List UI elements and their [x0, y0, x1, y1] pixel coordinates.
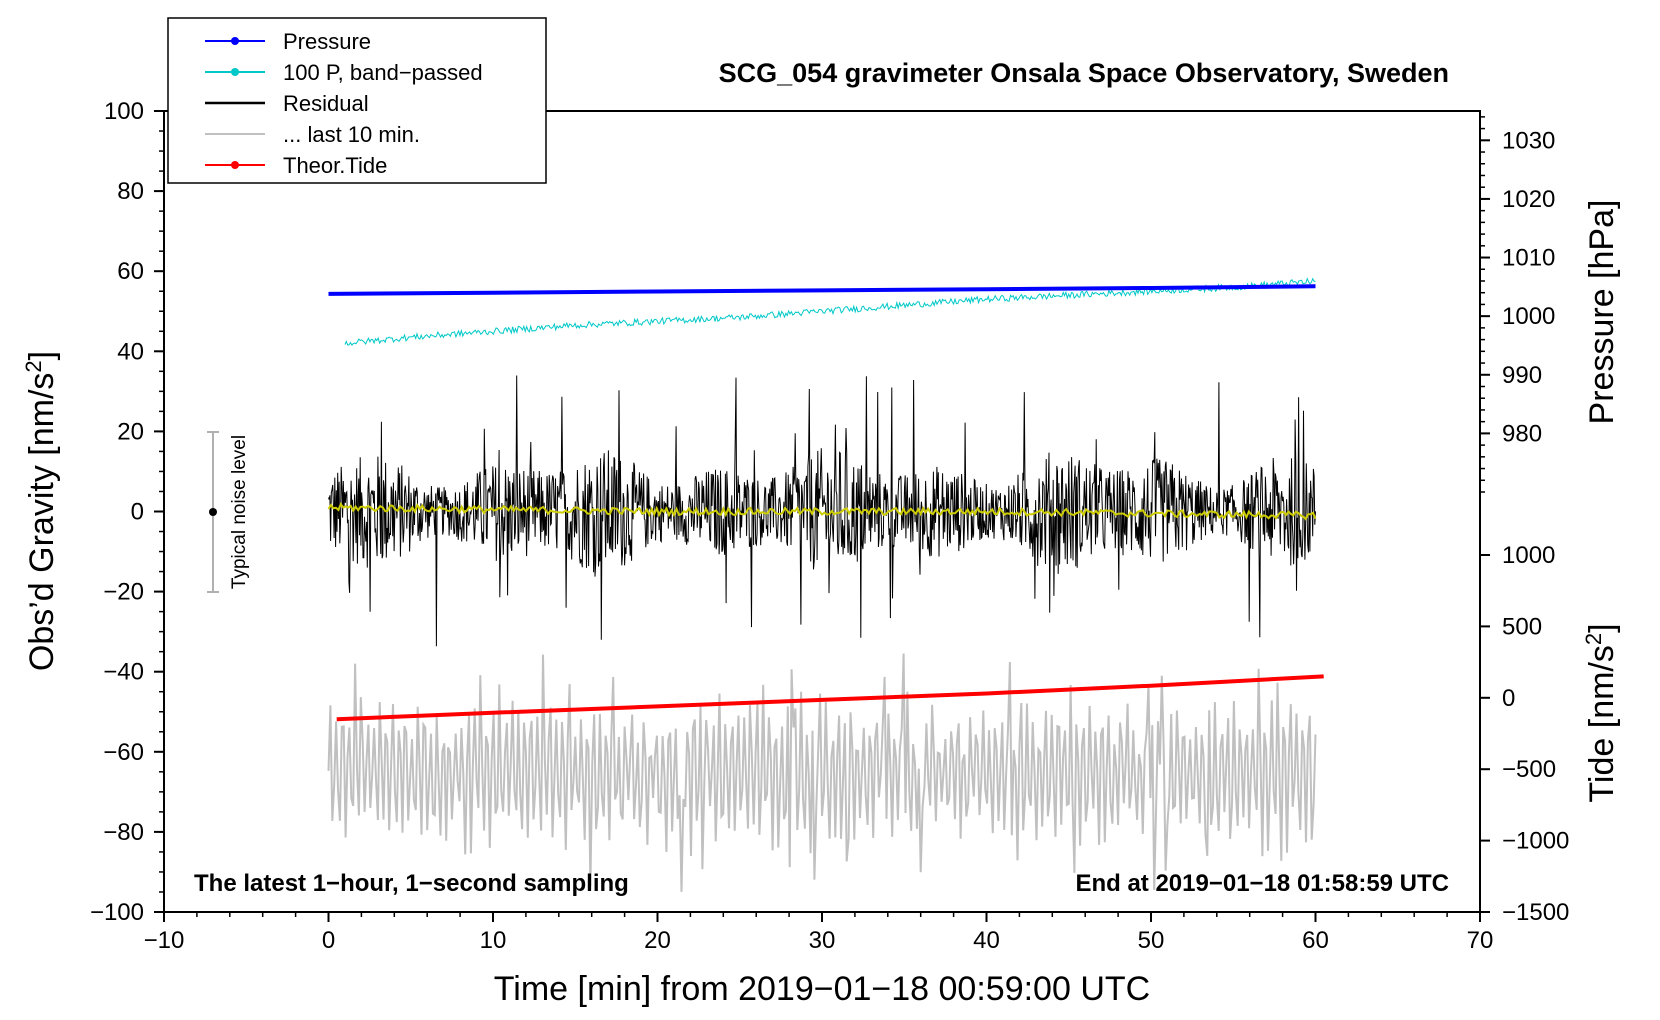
pressure-tick-label: 1020 — [1502, 186, 1555, 213]
y-axis-title-tide-close: ] — [1583, 623, 1621, 632]
legend-marker — [231, 161, 239, 169]
tide-tick-label: −500 — [1502, 756, 1556, 783]
x-tick-label: 60 — [1302, 927, 1329, 954]
legend: Pressure 100 P, band−passed Residual ... la… — [168, 18, 546, 183]
pressure-tick-label: 980 — [1502, 420, 1542, 447]
x-tick-label: 0 — [322, 927, 335, 954]
pressure-tick-label: 990 — [1502, 362, 1542, 389]
x-tick-label: 70 — [1467, 927, 1494, 954]
y-tick-label: −20 — [103, 579, 144, 606]
y-tick-label: 20 — [117, 418, 144, 445]
y-tick-label: 100 — [104, 98, 144, 125]
y-axis-title-pressure: Pressure [hPa] — [1583, 200, 1621, 425]
gravimeter-chart: −10 0 10 20 30 40 50 60 70100806040200−20−40−60−… — [0, 0, 1660, 1020]
note-end-time: End at 2019−01−18 01:58:59 UTC — [1075, 870, 1449, 897]
noise-center-dot — [209, 508, 217, 516]
legend-label: ... last 10 min. — [283, 122, 420, 147]
y-tick-label: 40 — [117, 338, 144, 365]
tide-tick-label: 0 — [1502, 685, 1515, 712]
note-sampling: The latest 1−hour, 1−second sampling — [194, 870, 629, 897]
legend-label: Theor.Tide — [283, 153, 387, 178]
y-tick-label: 0 — [131, 499, 144, 526]
y-axis-title-left: Obs’d Gravity [nm/s2] — [21, 351, 61, 671]
y-axis-title-tide-sup: 2 — [1581, 633, 1606, 645]
legend-label: Residual — [283, 91, 369, 116]
x-tick-label: −10 — [144, 927, 185, 954]
legend-marker — [231, 68, 239, 76]
y-tick-label: 60 — [117, 258, 144, 285]
x-tick-label: 40 — [973, 927, 1000, 954]
tide-tick-label: 1000 — [1502, 542, 1555, 569]
noise-level-indicator: Typical noise level — [207, 432, 250, 592]
y-tick-label: 80 — [117, 178, 144, 205]
tide-tick-label: 500 — [1502, 613, 1542, 640]
tide-tick-label: −1000 — [1502, 828, 1569, 855]
legend-label: 100 P, band−passed — [283, 60, 483, 85]
x-axis-title: Time [min] from 2019−01−18 00:59:00 UTC — [494, 970, 1150, 1008]
y-axis-title-tide-main: Tide [nm/s — [1583, 645, 1621, 802]
x-tick-label: 20 — [644, 927, 671, 954]
tide-tick-label: −1500 — [1502, 899, 1569, 926]
pressure-tick-label: 1010 — [1502, 245, 1555, 272]
y-tick-label: −40 — [103, 659, 144, 686]
x-tick-label: 30 — [809, 927, 836, 954]
y-axis-title-left-main: Obs’d Gravity [nm/s — [23, 373, 61, 672]
y-tick-label: −60 — [103, 739, 144, 766]
y-tick-label: −80 — [103, 819, 144, 846]
legend-label: Pressure — [283, 29, 371, 54]
y-axis-title-left-sup: 2 — [21, 360, 46, 372]
y-axis-title-tide: Tide [nm/s2] — [1581, 623, 1621, 802]
pressure-tick-label: 1000 — [1502, 303, 1555, 330]
y-tick-label: −100 — [90, 899, 144, 926]
y-axis-title-left-close: ] — [23, 351, 61, 360]
x-tick-label: 50 — [1138, 927, 1165, 954]
x-tick-label: 10 — [480, 927, 507, 954]
chart-title: SCG_054 gravimeter Onsala Space Observat… — [719, 58, 1449, 88]
noise-level-label: Typical noise level — [229, 435, 250, 589]
pressure-tick-label: 1030 — [1502, 127, 1555, 154]
legend-marker — [231, 37, 239, 45]
